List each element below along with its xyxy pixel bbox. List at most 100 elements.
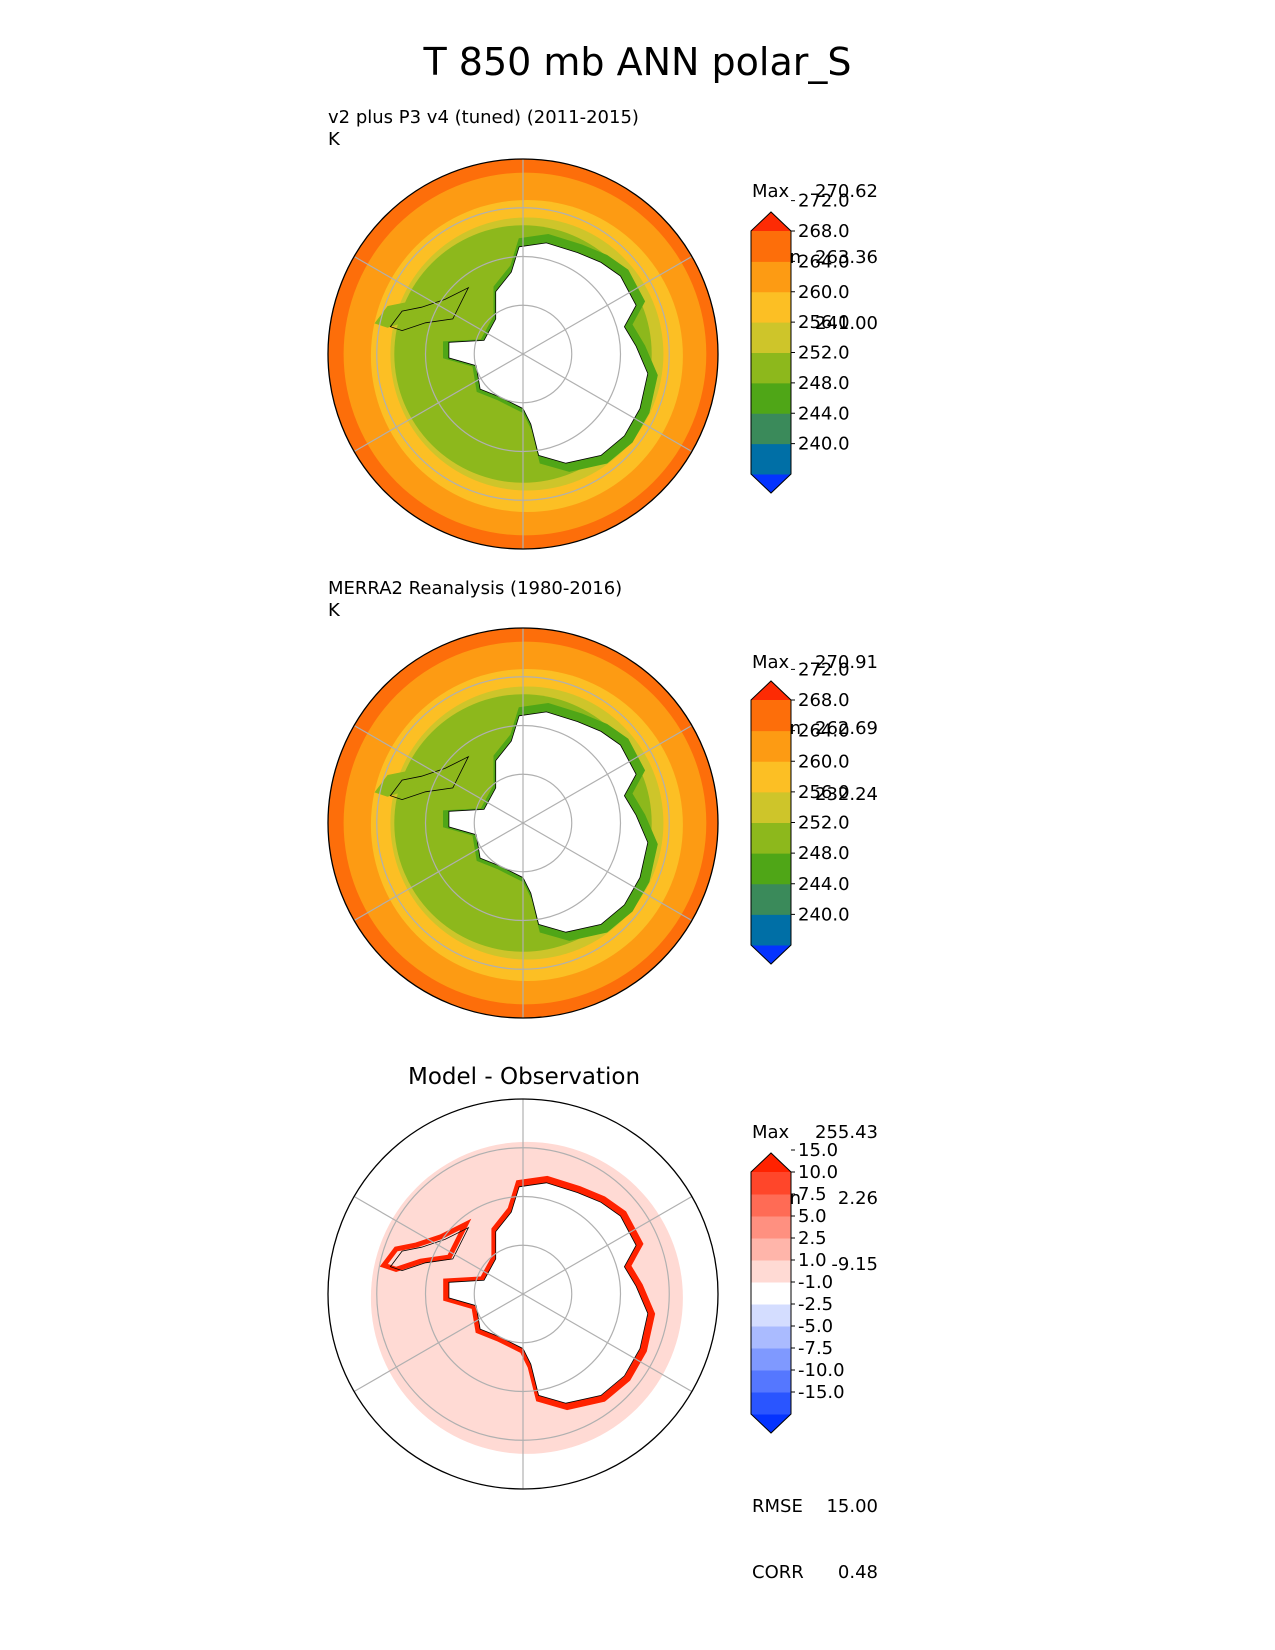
colorbar-tick-label-9: 272.0 <box>798 191 850 212</box>
colorbar-extend-min <box>751 945 791 964</box>
panel2-max-value: 270.91 <box>815 652 878 673</box>
panel2-colorbar: 240.0 244.0 248.0 252.0 256.0 260.0 264.0 268.0… <box>750 659 850 965</box>
panel3-map-border <box>327 1098 719 1490</box>
panel2-mean-value: 262.69 <box>815 718 878 739</box>
colorbar-tick-label-3: 248.0 <box>798 373 850 394</box>
colorbar-tick-label-11: 10.0 <box>798 1162 838 1183</box>
colorbar-swatch-5 <box>751 791 791 823</box>
panel1-colorbar: 240.0 244.0 248.0 252.0 256.0 260.0 264.0 268.0… <box>750 191 850 494</box>
colorbar-tick-label-7: 264.0 <box>798 251 850 272</box>
antarctic-peninsula-coastline <box>389 1226 470 1272</box>
panel2-min-value: 232.24 <box>815 784 878 805</box>
panel2-title: MERRA2 Reanalysis (1980-2016) <box>328 578 623 599</box>
colorbar-tick-label-5: 256.0 <box>798 782 850 803</box>
colorbar-tick-label-1: -15.0 <box>798 1382 845 1403</box>
colorbar-outline <box>750 211 792 494</box>
colorbar-tick-label-9: 5.0 <box>798 1206 827 1227</box>
peninsula-band <box>374 748 462 797</box>
panel2-units: K <box>328 600 340 621</box>
panel3-mean-value: 2.26 <box>837 1188 878 1209</box>
colorbar-swatch-1 <box>751 914 791 946</box>
antarctica-landmass <box>448 1182 649 1404</box>
colorbar-tick-label-1: 240.0 <box>798 904 850 925</box>
panel3-field <box>328 1099 718 1489</box>
panel1-field <box>328 159 718 549</box>
antarctic-peninsula-coastline <box>389 755 470 801</box>
colorbar-swatch-5 <box>751 322 791 353</box>
longitude-gridline-60 <box>522 255 693 355</box>
colorbar-tick-label-3: -7.5 <box>798 1338 833 1359</box>
antarctica-landmass <box>448 711 649 933</box>
panel3-title: Model - Observation <box>408 1064 641 1090</box>
panel3-min-value: -9.15 <box>831 1254 878 1275</box>
colorbar-swatch-1 <box>751 1392 791 1415</box>
colorbar-tick-label-5: -2.5 <box>798 1294 833 1315</box>
colorbar-tick-label-2: 244.0 <box>798 403 850 424</box>
colorbar-swatch-5 <box>751 1304 791 1327</box>
longitude-gridline-60 <box>522 1195 693 1295</box>
colorbar-swatch-2 <box>751 1370 791 1393</box>
panel3-max-label: Max <box>752 1122 790 1143</box>
panel2-map <box>327 627 719 1019</box>
diff-peninsula-anomaly <box>379 1218 472 1273</box>
panel2-max-label: Max <box>752 652 790 673</box>
colorbar-swatch-4 <box>751 352 791 384</box>
colorbar-swatch-6 <box>751 291 791 323</box>
antarctica-landmass <box>448 242 649 464</box>
colorbar-tick-label-6: 260.0 <box>798 282 850 303</box>
diff-coast-anomaly <box>443 1175 656 1411</box>
colorbar-extend-max <box>751 212 791 231</box>
panel1-units: K <box>328 129 340 150</box>
colorbar-swatch-4 <box>751 822 791 854</box>
longitude-gridline-240 <box>353 1293 524 1393</box>
colorbar-tick-label-12: 15.0 <box>798 1140 838 1161</box>
corr-label: CORR <box>752 1562 804 1583</box>
colorbar-swatch-3 <box>751 853 791 885</box>
colorbar-swatch-2 <box>751 413 791 445</box>
longitude-gridline-120 <box>522 353 693 453</box>
colorbar-tick-label-1: 240.0 <box>798 434 850 455</box>
colorbar-swatch-8 <box>751 700 791 732</box>
colorbar-swatch-7 <box>751 261 791 293</box>
panel1-map <box>327 158 719 550</box>
panel3-max-value: 255.43 <box>815 1122 878 1143</box>
colorbar-outline <box>750 1152 792 1434</box>
panel2-field <box>328 628 718 1018</box>
longitude-gridline-240 <box>353 353 524 453</box>
panel3-colorbar: -15.0-10.0-7.5-5.0-2.5-1.01.02.55.07.510… <box>750 1140 845 1434</box>
colorbar-swatch-2 <box>751 883 791 915</box>
colorbar-tick-label-4: -5.0 <box>798 1316 833 1337</box>
colorbar-tick-label-5: 256.0 <box>798 312 850 333</box>
colorbar-swatch-7 <box>751 1260 791 1283</box>
colorbar-swatch-9 <box>751 1216 791 1239</box>
colorbar-swatch-6 <box>751 761 791 793</box>
panel1-mean-value: 263.36 <box>815 247 878 268</box>
colorbar-extend-max <box>751 1153 791 1172</box>
colorbar-tick-label-6: 260.0 <box>798 751 850 772</box>
colorbar-tick-label-7: 1.0 <box>798 1250 827 1271</box>
colorbar-swatch-8 <box>751 231 791 262</box>
peninsula-band <box>374 279 462 328</box>
colorbar-swatch-4 <box>751 1326 791 1349</box>
colorbar-tick-label-7: 264.0 <box>798 721 850 742</box>
colorbar-outline <box>750 680 792 965</box>
panel1-title: v2 plus P3 v4 (tuned) (2011-2015) <box>328 107 639 128</box>
colorbar-swatch-1 <box>751 443 791 475</box>
panel1-min-value: 241.00 <box>815 313 878 334</box>
panel3-map <box>327 1098 719 1490</box>
longitude-gridline-240 <box>353 822 524 922</box>
rmse-value: 15.00 <box>826 1496 878 1517</box>
colorbar-tick-label-8: 268.0 <box>798 221 850 242</box>
colorbar-swatch-3 <box>751 1348 791 1371</box>
longitude-gridline-120 <box>522 822 693 922</box>
longitude-gridline-120 <box>522 1293 693 1393</box>
colorbar-swatch-8 <box>751 1238 791 1261</box>
longitude-gridline-300 <box>353 724 524 824</box>
colorbar-tick-label-2: 244.0 <box>798 874 850 895</box>
colorbar-swatch-11 <box>751 1172 791 1195</box>
colorbar-tick-label-8: 268.0 <box>798 690 850 711</box>
panel2-map-border <box>327 627 719 1019</box>
longitude-gridline-300 <box>353 255 524 355</box>
antarctic-peninsula-coastline <box>389 286 470 332</box>
